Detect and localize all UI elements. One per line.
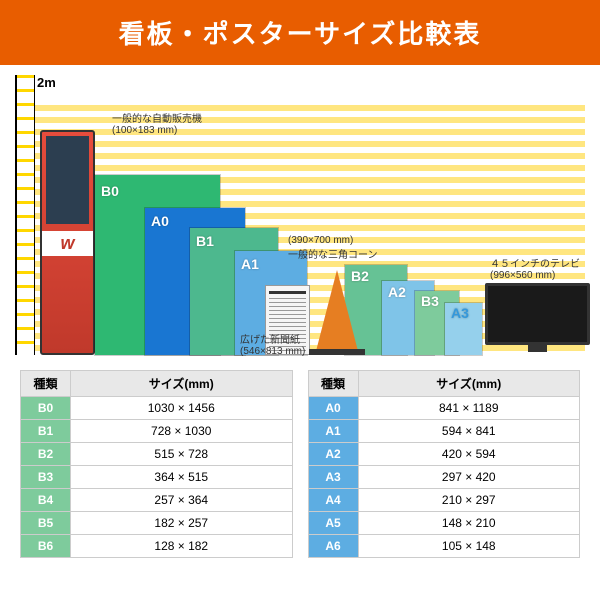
page-title: 看板・ポスターサイズ比較表: [0, 0, 600, 65]
type-cell: A4: [308, 489, 358, 512]
size-cell: 841 × 1189: [358, 397, 580, 420]
table-row: B5182 × 257: [21, 512, 293, 535]
table-row: B4257 × 364: [21, 489, 293, 512]
size-tables: 種類サイズ(mm) B01030 × 1456B1728 × 1030B2515…: [20, 370, 580, 558]
anno-news: 広げた新聞紙(546×813 mm): [240, 331, 305, 357]
anno-vending: 一般的な自動販売機(100×183 mm): [112, 110, 202, 136]
size-cell: 128 × 182: [71, 535, 293, 558]
type-cell: A6: [308, 535, 358, 558]
size-cell: 728 × 1030: [71, 420, 293, 443]
size-cell: 148 × 210: [358, 512, 580, 535]
ruler: [15, 75, 35, 355]
ruler-2m: 2m: [37, 75, 56, 90]
type-cell: B1: [21, 420, 71, 443]
table-row: B1728 × 1030: [21, 420, 293, 443]
paper-label: B3: [421, 293, 439, 309]
paper-label: B0: [101, 183, 119, 199]
type-cell: A0: [308, 397, 358, 420]
paper-label: A3: [451, 305, 469, 321]
table-row: A1594 × 841: [308, 420, 580, 443]
type-cell: B5: [21, 512, 71, 535]
anno-cone: (390×700 mm)一般的な三角コーン: [288, 235, 378, 261]
table-row: A6105 × 148: [308, 535, 580, 558]
type-cell: B3: [21, 466, 71, 489]
type-cell: B6: [21, 535, 71, 558]
paper-a3: A3: [445, 303, 482, 355]
table-row: B01030 × 1456: [21, 397, 293, 420]
table-row: A3297 × 420: [308, 466, 580, 489]
table-row: A4210 × 297: [308, 489, 580, 512]
type-cell: A2: [308, 443, 358, 466]
size-cell: 182 × 257: [71, 512, 293, 535]
table-row: B6128 × 182: [21, 535, 293, 558]
paper-label: A1: [241, 256, 259, 272]
table-row: A0841 × 1189: [308, 397, 580, 420]
anno-tv: ４５インチのテレビ(996×560 mm): [490, 255, 580, 281]
a-series-table: 種類サイズ(mm) A0841 × 1189A1594 × 841A2420 ×…: [308, 370, 581, 558]
comparison-chart: 2m 1m 一般的な自動販売機(100×183 mm) B0A0B1A1B2A2…: [15, 75, 585, 355]
size-cell: 515 × 728: [71, 443, 293, 466]
size-cell: 210 × 297: [358, 489, 580, 512]
paper-label: B1: [196, 233, 214, 249]
size-cell: 364 × 515: [71, 466, 293, 489]
type-cell: A3: [308, 466, 358, 489]
size-cell: 257 × 364: [71, 489, 293, 512]
tv: [485, 283, 590, 345]
size-cell: 1030 × 1456: [71, 397, 293, 420]
paper-label: A2: [388, 284, 406, 300]
type-cell: B0: [21, 397, 71, 420]
table-row: A5148 × 210: [308, 512, 580, 535]
vending-machine: [40, 130, 95, 355]
type-cell: B4: [21, 489, 71, 512]
type-cell: A5: [308, 512, 358, 535]
size-cell: 594 × 841: [358, 420, 580, 443]
table-row: A2420 × 594: [308, 443, 580, 466]
table-row: B2515 × 728: [21, 443, 293, 466]
paper-label: A0: [151, 213, 169, 229]
table-row: B3364 × 515: [21, 466, 293, 489]
type-cell: B2: [21, 443, 71, 466]
size-cell: 297 × 420: [358, 466, 580, 489]
traffic-cone: [315, 270, 359, 355]
size-cell: 420 × 594: [358, 443, 580, 466]
b-series-table: 種類サイズ(mm) B01030 × 1456B1728 × 1030B2515…: [20, 370, 293, 558]
size-cell: 105 × 148: [358, 535, 580, 558]
objects-layer: 一般的な自動販売機(100×183 mm) B0A0B1A1B2A2B3A3 広…: [40, 105, 585, 355]
type-cell: A1: [308, 420, 358, 443]
